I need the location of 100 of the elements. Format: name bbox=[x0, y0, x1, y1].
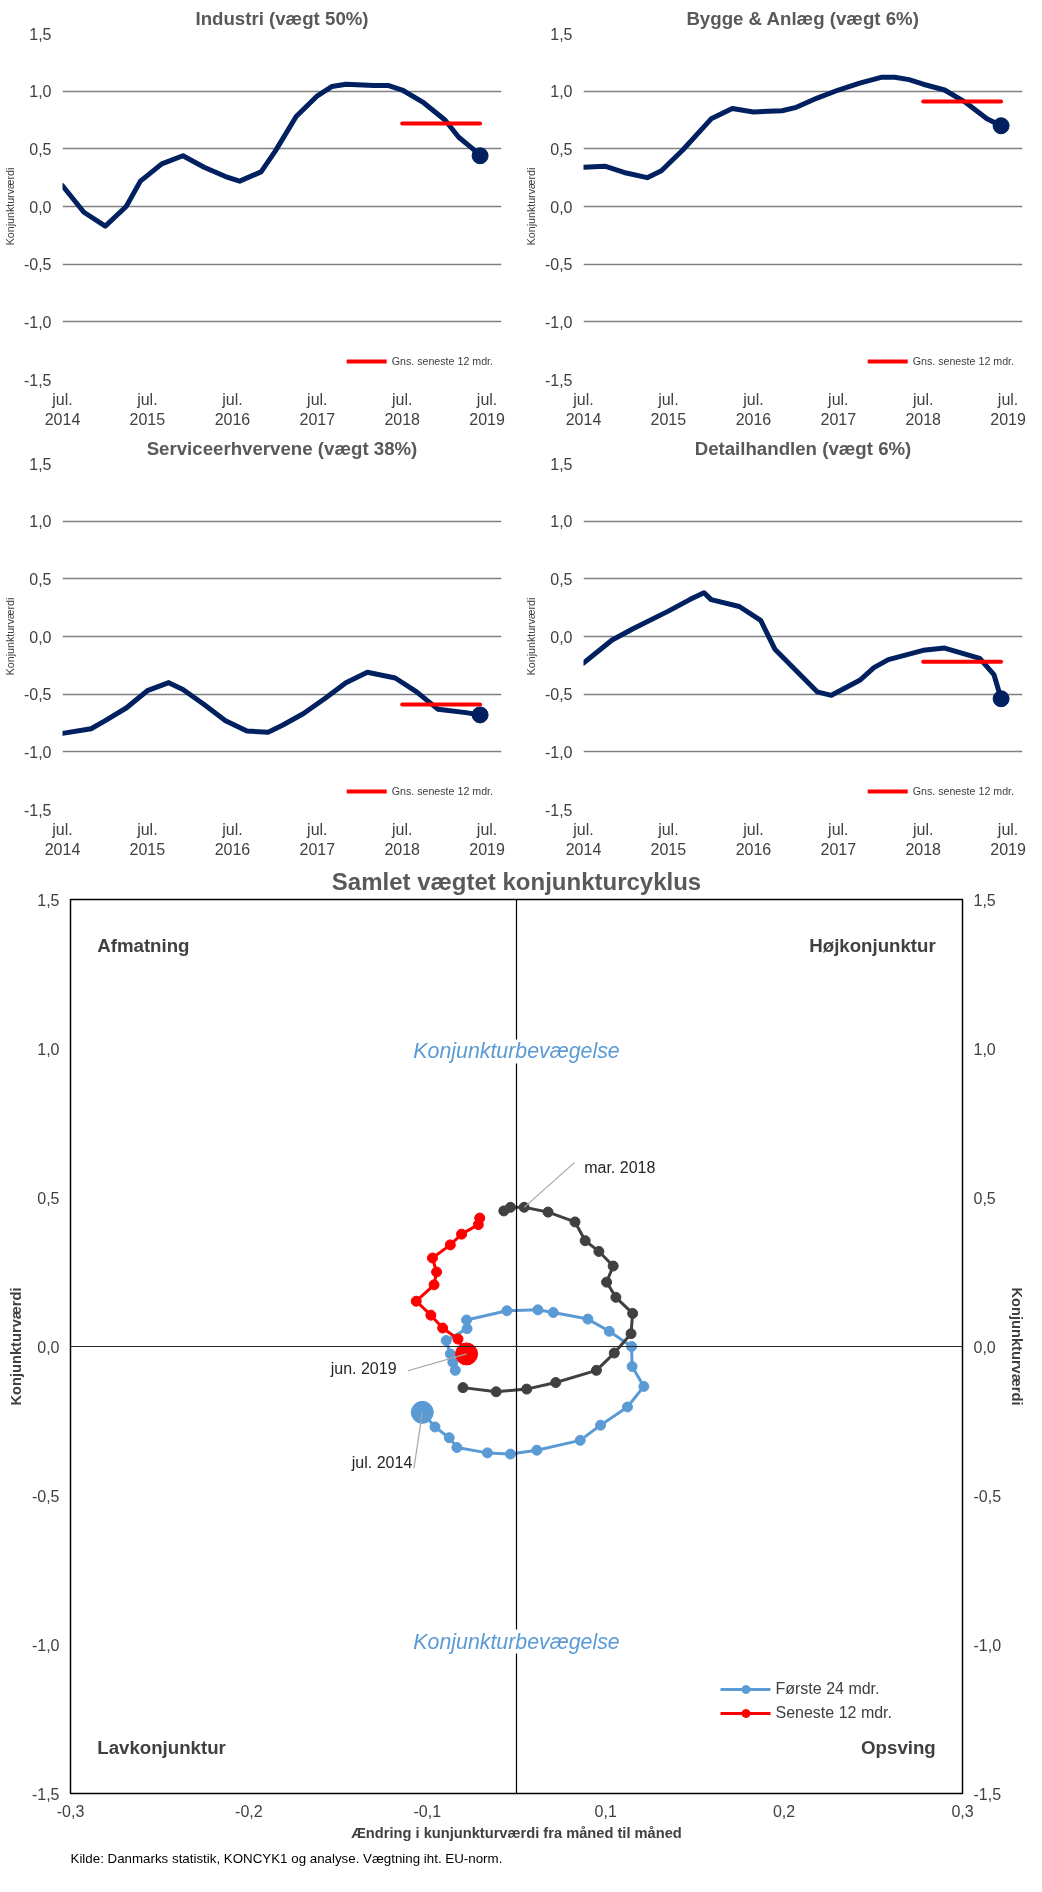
x-tick-label: jul. 2014 bbox=[44, 390, 81, 428]
point bbox=[574, 1434, 586, 1446]
x-tick-label: jul. 2015 bbox=[650, 820, 687, 858]
x-tick-label: jul. 2017 bbox=[820, 820, 857, 858]
point bbox=[425, 1309, 437, 1321]
point bbox=[518, 1201, 530, 1213]
y-tick-label: 0,0 bbox=[29, 628, 52, 646]
point bbox=[426, 1252, 438, 1264]
point bbox=[410, 1295, 422, 1307]
point bbox=[593, 1245, 605, 1257]
y-tick-label: -0,5 bbox=[544, 256, 573, 274]
annotation: Opsving bbox=[861, 1736, 936, 1758]
y-tick-label: -0,5 bbox=[31, 1487, 60, 1505]
y-tick-label: -0,5 bbox=[23, 686, 52, 704]
point bbox=[481, 1447, 493, 1459]
point bbox=[621, 1401, 633, 1413]
point bbox=[501, 1305, 513, 1317]
y-tick-label: -0,5 bbox=[23, 256, 52, 274]
x-tick-label: 0,3 bbox=[951, 1802, 974, 1820]
x-tick-label: -0,1 bbox=[413, 1802, 442, 1820]
point bbox=[498, 1205, 510, 1217]
point bbox=[595, 1419, 607, 1431]
y-tick-label: 0,0 bbox=[29, 198, 52, 216]
point bbox=[608, 1347, 620, 1359]
point bbox=[610, 1291, 622, 1303]
y-tick-label: -1,5 bbox=[544, 371, 573, 389]
legend-label: Gns. seneste 12 mdr. bbox=[391, 785, 493, 797]
annotation: Afmatning bbox=[97, 935, 190, 957]
x-tick-label: jul. 2015 bbox=[650, 390, 687, 428]
chart-title: Bygge & Anlæg (vægt 6%) bbox=[686, 7, 919, 29]
y-axis-title: Konjunkturværdi bbox=[3, 597, 16, 676]
y-tick-label: -1,0 bbox=[23, 743, 52, 761]
y-tick-label: 0,5 bbox=[550, 570, 573, 588]
text: Kilde: Danmarks statistik, KONCYK1 og analyse. Vægtning iht. EU-norm. bbox=[70, 1850, 503, 1866]
point bbox=[444, 1239, 456, 1251]
x-tick-label: -0,2 bbox=[235, 1802, 263, 1820]
y-tick-label: 0,0 bbox=[550, 198, 573, 216]
point bbox=[542, 1206, 554, 1218]
point bbox=[455, 1342, 479, 1366]
x-tick-label: jul. 2018 bbox=[905, 820, 942, 858]
y2-tick-label: -1,0 bbox=[973, 1636, 1002, 1654]
point bbox=[429, 1421, 441, 1433]
point bbox=[437, 1322, 449, 1334]
x-tick-label: jul. 2019 bbox=[469, 390, 505, 428]
y-tick-label: -1,5 bbox=[544, 801, 573, 819]
y-tick-label: 1,5 bbox=[550, 455, 573, 473]
x-tick-label: jul. 2015 bbox=[129, 390, 166, 428]
annotation: Lavkonjunktur bbox=[97, 1736, 226, 1758]
annotation: Højkonjunktur bbox=[809, 935, 936, 957]
legend-label: Seneste 12 mdr. bbox=[775, 1704, 892, 1722]
point bbox=[452, 1333, 464, 1345]
y-tick-label: 0,5 bbox=[29, 140, 52, 158]
point bbox=[443, 1432, 455, 1444]
point bbox=[456, 1228, 468, 1240]
point bbox=[428, 1279, 440, 1291]
x-tick-label: jul. 2016 bbox=[735, 390, 772, 428]
annotation: Konjunkturbevægelse bbox=[413, 1629, 620, 1654]
y2-tick-label: 0,0 bbox=[973, 1338, 996, 1356]
y-tick-label: 0,0 bbox=[550, 628, 573, 646]
y2-tick-label: -1,5 bbox=[973, 1785, 1002, 1803]
y-tick-label: -1,5 bbox=[23, 371, 52, 389]
point bbox=[550, 1377, 562, 1389]
y-tick-label: -1,5 bbox=[23, 801, 52, 819]
chart-title: Serviceerhvervene (vægt 38%) bbox=[146, 437, 418, 459]
x-tick-label: jul. 2016 bbox=[214, 820, 251, 858]
x-tick-label: jul. 2014 bbox=[565, 820, 602, 858]
point bbox=[472, 1219, 484, 1231]
chart-title: Industri (vægt 50%) bbox=[195, 7, 369, 29]
y2-tick-label: 1,0 bbox=[973, 1040, 996, 1058]
x-tick-label: jul. 2015 bbox=[129, 820, 166, 858]
x-tick-label: jul. 2019 bbox=[990, 820, 1026, 858]
point bbox=[627, 1307, 639, 1319]
x-tick-label: jul. 2017 bbox=[820, 390, 857, 428]
point bbox=[451, 1442, 463, 1454]
y2-tick-label: -0,5 bbox=[973, 1487, 1002, 1505]
y-tick-label: 1,5 bbox=[29, 25, 52, 43]
x-tick-label: jul. 2014 bbox=[565, 390, 602, 428]
x-tick-label: 0,1 bbox=[594, 1802, 617, 1820]
x-tick-label: jul. 2017 bbox=[299, 820, 336, 858]
x-tick-label: jul. 2018 bbox=[905, 390, 942, 428]
point bbox=[532, 1304, 544, 1316]
x-tick-label: jul. 2014 bbox=[44, 820, 81, 858]
chart-title: Detailhandlen (vægt 6%) bbox=[694, 437, 912, 459]
point bbox=[626, 1360, 638, 1372]
x-tick-label: jul. 2016 bbox=[214, 390, 251, 428]
y-tick-label: 1,0 bbox=[550, 513, 573, 531]
point bbox=[521, 1383, 533, 1395]
y-tick-label: -1,0 bbox=[544, 313, 573, 331]
legend-label: Gns. seneste 12 mdr. bbox=[912, 355, 1014, 367]
annotation: jul. 2014 bbox=[350, 1453, 413, 1471]
y-tick-label: -0,5 bbox=[544, 686, 573, 704]
y2-tick-label: 0,5 bbox=[973, 1189, 996, 1207]
y-axis-title: Konjunkturværdi bbox=[3, 167, 16, 246]
point bbox=[440, 1335, 452, 1347]
point bbox=[431, 1266, 443, 1278]
y-tick-label: 0,5 bbox=[29, 570, 52, 588]
y-tick-label: -1,0 bbox=[544, 743, 573, 761]
legend-label: Gns. seneste 12 mdr. bbox=[912, 785, 1014, 797]
point bbox=[590, 1364, 602, 1376]
x-tick-label: jul. 2017 bbox=[299, 390, 336, 428]
